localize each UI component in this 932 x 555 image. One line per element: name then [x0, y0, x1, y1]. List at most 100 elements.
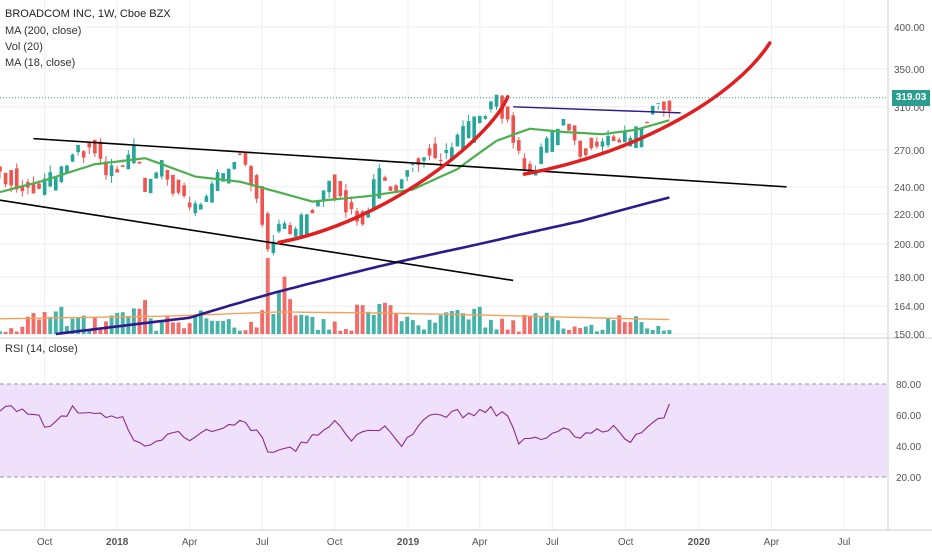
candle-body — [199, 204, 203, 210]
price-tick-label: 150.00 — [894, 330, 925, 341]
volume-bar — [572, 326, 577, 334]
candle-body — [483, 116, 488, 119]
candle-body — [299, 214, 304, 239]
volume-bar — [249, 321, 253, 334]
candle-body — [137, 161, 142, 164]
candle-body — [53, 176, 58, 191]
candle-body — [37, 183, 41, 189]
candle-body — [561, 119, 566, 126]
volume-bar — [427, 319, 432, 334]
volume-bar — [42, 312, 47, 334]
volume-bar — [76, 317, 81, 334]
candle-body — [349, 202, 354, 210]
time-tick-label: Oct — [37, 537, 53, 548]
volume-bar — [120, 312, 125, 334]
volume-legend[interactable]: Vol (20) — [5, 41, 43, 53]
rsi-tick-label: 80.00 — [896, 380, 921, 391]
volume-bar — [433, 322, 438, 334]
volume-bar — [59, 306, 64, 334]
volume-bar — [628, 322, 633, 334]
candle-body — [360, 211, 365, 225]
ma200-legend[interactable]: MA (200, close) — [5, 25, 82, 37]
candle-body — [399, 179, 404, 189]
candle-body — [544, 138, 549, 153]
volume-bar — [483, 327, 488, 334]
volume-bar — [656, 325, 661, 334]
volume-bar — [516, 331, 521, 334]
candle-body — [9, 170, 13, 186]
time-tick-label: Apr — [764, 537, 780, 548]
volume-bar — [371, 314, 376, 334]
volume-bar — [310, 316, 315, 334]
volume-bar — [533, 313, 538, 334]
parabolic-curve-0 — [277, 95, 510, 245]
rsi-legend[interactable]: RSI (14, close) — [5, 343, 78, 355]
volume-bar — [338, 330, 343, 334]
volume-bar — [539, 317, 544, 334]
price-tick-label: 220.00 — [894, 210, 925, 221]
candle-body — [422, 157, 426, 161]
candle-body — [377, 168, 382, 199]
volume-bar — [500, 318, 505, 334]
volume-bar — [3, 331, 8, 334]
time-tick-label: Oct — [327, 537, 343, 548]
volume-bar — [282, 276, 287, 334]
candle-body — [148, 178, 153, 194]
trendline-0 — [33, 137, 787, 188]
volume-bar — [567, 329, 571, 334]
axis-layer: 400.00 350.00 310.00 270.00 240.00 220.00 200.… — [37, 23, 925, 548]
candle-body — [321, 190, 326, 201]
candle-body — [617, 139, 622, 143]
volume-bar — [87, 329, 92, 334]
volume-bar — [165, 316, 170, 334]
candle-body — [489, 101, 493, 110]
candle-body — [405, 170, 410, 177]
volume-bar — [288, 299, 293, 334]
volume-bar — [176, 322, 181, 334]
volume-bar — [215, 321, 220, 334]
candle-body — [595, 141, 599, 147]
candle-body — [193, 203, 198, 214]
candle-body — [444, 149, 449, 153]
volume-bar — [237, 330, 242, 334]
candle-body — [132, 145, 136, 164]
volume-bar — [276, 291, 281, 334]
candle-body — [109, 165, 114, 177]
candle-body — [494, 94, 499, 107]
volume-bar — [544, 312, 549, 334]
rsi-pane — [0, 383, 887, 478]
candle-body — [427, 148, 432, 156]
volume-bar — [37, 319, 42, 334]
volume-bar — [382, 302, 387, 334]
ma18-legend[interactable]: MA (18, close) — [5, 57, 76, 69]
volume-bar — [399, 321, 404, 334]
volume-bar — [488, 319, 493, 334]
candle-body — [344, 190, 348, 213]
candle-body — [310, 209, 315, 214]
volume-bar — [221, 320, 226, 334]
volume-bar — [187, 323, 192, 334]
ma200-line — [55, 196, 670, 336]
volume-bar — [405, 316, 410, 334]
candle-body — [611, 136, 616, 142]
time-tick-label: Apr — [182, 537, 198, 548]
volume-bar — [410, 320, 415, 334]
candle-body — [511, 115, 516, 143]
candle-body — [667, 100, 672, 112]
volume-bar — [48, 316, 53, 334]
candle-body — [477, 115, 482, 124]
candle-body — [120, 165, 125, 167]
candle-body — [433, 143, 437, 159]
price-tick-label: 270.00 — [894, 146, 925, 157]
candle-body — [0, 166, 2, 172]
chart-title: BROADCOM INC, 1W, Cboe BZX — [5, 8, 171, 20]
rsi-tick-label: 60.00 — [896, 411, 921, 422]
candle-body — [204, 196, 209, 202]
candle-body — [176, 179, 181, 193]
candle-body — [622, 131, 627, 143]
last-price-label: 319.03 — [892, 89, 930, 106]
volume-bar — [327, 329, 332, 334]
volume-bar — [0, 331, 2, 334]
volume-bar — [170, 322, 175, 334]
